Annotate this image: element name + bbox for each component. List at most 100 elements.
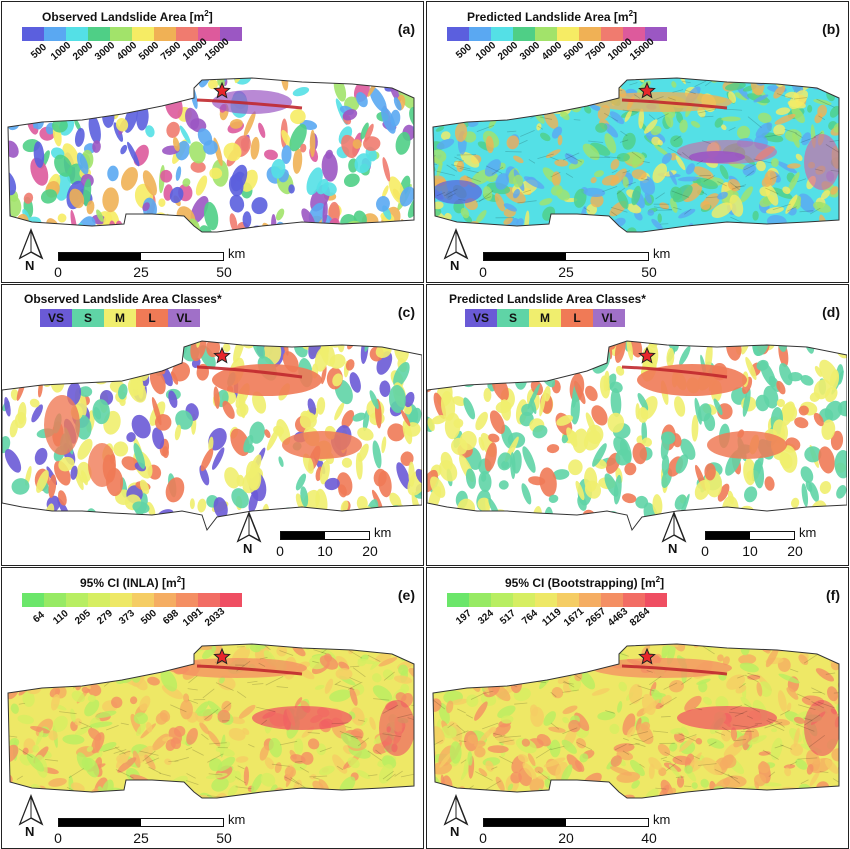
class-legend-item: L (136, 309, 168, 327)
map-c (2, 340, 422, 532)
legend-swatch (645, 27, 667, 41)
epicenter-star-icon (213, 346, 231, 364)
scale-tick-label: 0 (701, 543, 709, 559)
map-d (427, 340, 847, 532)
legend-swatch (66, 27, 88, 41)
scale-tick-label: 20 (362, 543, 378, 559)
panel-title-text: 95% CI (Bootstrapping) [m (505, 576, 656, 590)
panel-title-sup: 2 (655, 575, 661, 584)
scale-tick-label: 25 (133, 830, 149, 846)
legend-swatch (88, 27, 110, 41)
class-legend-item: VL (593, 309, 625, 327)
panel-label: (e) (397, 587, 415, 603)
north-label: N (25, 824, 35, 839)
panel-label: (b) (822, 21, 840, 37)
legend-swatch (198, 593, 220, 607)
legend-swatch (491, 27, 513, 41)
panel-e: 95% CI (INLA) [m2] (e) 64 110 205 279 373 500 69… (1, 567, 424, 849)
color-legend (447, 27, 667, 41)
scale-tick-label: 0 (54, 830, 62, 846)
scale-tick-label: 0 (479, 830, 487, 846)
scale-unit: km (228, 246, 246, 261)
panel-label: (f) (826, 587, 840, 603)
legend-swatch (513, 27, 535, 41)
legend-swatch (220, 593, 242, 607)
epicenter-star-icon (638, 81, 656, 99)
panel-label: (c) (397, 304, 415, 320)
north-label: N (450, 824, 460, 839)
map-b (432, 77, 840, 233)
panel-b: Predicted Landslide Area [m2] (b) 500 1000 2… (426, 1, 849, 283)
north-arrow-icon: N (16, 793, 46, 839)
class-legend: VS S M L VL (40, 309, 200, 327)
scale-tick-label: 10 (317, 543, 333, 559)
panel-title-sup: 2 (628, 9, 634, 18)
legend-ticks: 500 1000 2000 3000 4000 5000 7500 10000 15000 (453, 36, 656, 62)
map-fill (8, 78, 414, 232)
panel-d: Predicted Landslide Area Classes* (d) VS S M… (426, 284, 849, 566)
panel-title-text: 95% CI (INLA) [m (80, 576, 177, 590)
legend-swatch (491, 593, 513, 607)
panel-title: Observed Landslide Area Classes* (24, 292, 222, 306)
scale-tick-label: 0 (479, 264, 487, 280)
color-legend (22, 593, 242, 607)
legend-swatch (110, 27, 132, 41)
class-legend-item: VL (168, 309, 200, 327)
panel-f: 95% CI (Bootstrapping) [m2] (f) 197 324 517 7… (426, 567, 849, 849)
legend-swatch (513, 593, 535, 607)
north-label: N (450, 258, 460, 273)
map-f (432, 643, 840, 799)
map-a (7, 77, 415, 233)
scale-unit: km (653, 812, 671, 827)
panel-title: Predicted Landslide Area Classes* (449, 292, 646, 306)
scale-tick-label: 50 (641, 264, 657, 280)
region-outline (7, 643, 415, 799)
legend-swatch (535, 27, 557, 41)
panel-title-text: Observed Landslide Area Classes* (24, 292, 222, 306)
region-outline (432, 643, 840, 799)
north-label: N (668, 541, 678, 556)
epicenter-star-icon (638, 346, 656, 364)
scale-tick-label: 20 (787, 543, 803, 559)
panel-title-end: ] (660, 576, 665, 590)
color-legend (22, 27, 242, 41)
legend-swatch (44, 593, 66, 607)
legend-swatch (154, 27, 176, 41)
legend-swatch (198, 27, 220, 41)
panel-title: 95% CI (INLA) [m2] (80, 575, 185, 590)
scale-tick-label: 25 (558, 264, 574, 280)
north-arrow-icon: N (441, 793, 471, 839)
legend-swatch (579, 593, 601, 607)
legend-swatch (623, 27, 645, 41)
panel-title-text: Observed Landslide Area [m (42, 10, 205, 24)
class-legend: VS S M L VL (465, 309, 625, 327)
scale-unit: km (374, 525, 392, 540)
panel-label: (a) (397, 21, 415, 37)
map-fill (427, 341, 847, 530)
panel-c: Observed Landslide Area Classes* (c) VS S M L… (1, 284, 424, 566)
legend-swatch (579, 27, 601, 41)
scale-unit: km (799, 525, 817, 540)
scale-tick-label: 50 (216, 830, 232, 846)
legend-swatch (220, 27, 242, 41)
region-outline (2, 340, 422, 532)
legend-swatch (469, 27, 491, 41)
legend-swatch (557, 593, 579, 607)
north-arrow-icon: N (234, 510, 264, 556)
panel-title-text: Predicted Landslide Area [m (467, 10, 629, 24)
panel-title: Predicted Landslide Area [m2] (467, 9, 637, 24)
legend-swatch (645, 593, 667, 607)
legend-swatch (469, 593, 491, 607)
class-legend-item: S (497, 309, 529, 327)
legend-swatch (154, 593, 176, 607)
panel-title-text: Predicted Landslide Area Classes* (449, 292, 646, 306)
panel-title-sup: 2 (204, 9, 209, 18)
north-label: N (25, 258, 35, 273)
legend-swatch (557, 27, 579, 41)
scale-unit: km (653, 246, 671, 261)
class-legend-item: VS (465, 309, 497, 327)
legend-swatch (176, 27, 198, 41)
legend-swatch (110, 593, 132, 607)
region-outline (7, 77, 415, 233)
